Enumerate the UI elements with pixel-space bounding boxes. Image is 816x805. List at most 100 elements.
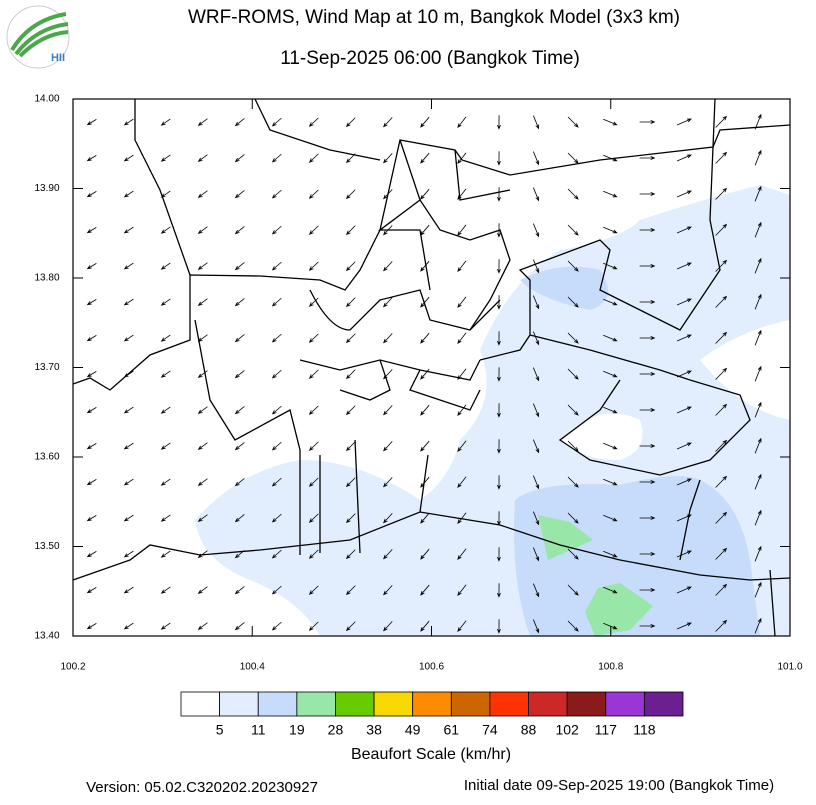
wind-arrow — [603, 154, 618, 162]
legend-label: 5 — [216, 722, 224, 738]
wind-arrow — [676, 226, 692, 234]
wind-arrow — [234, 514, 245, 523]
wind-arrow — [383, 297, 393, 308]
wind-arrow — [86, 227, 97, 234]
wind-arrow — [457, 620, 467, 633]
wind-arrow — [271, 261, 282, 271]
wind-arrow — [160, 370, 171, 378]
wind-arrow — [420, 224, 430, 236]
wind-arrow — [197, 550, 208, 558]
wind-arrow — [676, 622, 692, 630]
wind-arrow — [123, 298, 134, 306]
wind-arrow — [271, 441, 282, 451]
province-border — [134, 99, 191, 276]
x-tick-label: 100.2 — [60, 662, 85, 673]
wind-arrow — [420, 296, 430, 308]
legend-swatch — [643, 691, 684, 717]
wind-arrow — [86, 623, 97, 630]
map-title: WRF-ROMS, Wind Map at 10 m, Bangkok Mode… — [188, 7, 680, 28]
wind-arrow — [754, 617, 762, 634]
wind-arrow — [457, 116, 467, 129]
wind-arrow — [308, 261, 319, 271]
wind-arrow — [234, 334, 245, 343]
wind-arrow — [497, 547, 501, 562]
wind-arrow — [383, 261, 393, 272]
wind-arrow — [123, 622, 134, 630]
wind-arrow — [639, 588, 656, 592]
wind-arrow — [754, 185, 762, 202]
wind-arrow — [497, 151, 501, 166]
wind-arrow — [86, 443, 97, 450]
legend-label: 19 — [289, 722, 305, 738]
wind-arrow — [197, 514, 208, 522]
wind-arrow — [271, 621, 282, 631]
wind-arrow — [715, 403, 728, 416]
wind-arrow — [86, 407, 97, 414]
x-tick-label: 100.6 — [419, 662, 444, 673]
wind-arrow — [567, 188, 579, 200]
legend-label: 11 — [251, 722, 266, 738]
map-subtitle: 11-Sep-2025 06:00 (Bangkok Time) — [280, 48, 580, 69]
wind-arrow — [420, 188, 430, 200]
wind-arrow — [676, 118, 692, 126]
wind-arrow — [383, 585, 393, 596]
wind-arrow — [457, 440, 467, 453]
wind-arrow — [234, 154, 245, 163]
x-tick-label: 100.8 — [598, 662, 623, 673]
wind-arrow — [420, 620, 430, 632]
legend: 5 11 19 28 38 49 61 74 88 102 117 118 — [180, 691, 684, 738]
wind-arrow — [383, 549, 393, 560]
legend-label: 28 — [328, 722, 344, 738]
wind-arrow — [567, 152, 579, 164]
wind-arrow — [197, 262, 208, 270]
wind-arrow — [123, 226, 134, 234]
legend-swatch — [450, 691, 491, 717]
map-area — [72, 98, 791, 637]
version-text: Version: 05.02.C320202.20230927 — [86, 779, 318, 796]
wind-arrow — [639, 300, 656, 304]
wind-arrow — [420, 476, 430, 488]
wind-arrow — [271, 585, 282, 595]
wind-arrow — [271, 153, 282, 163]
wind-arrow — [497, 331, 501, 346]
wind-arrow — [715, 439, 728, 452]
wind-arrow — [308, 513, 319, 523]
wind-arrow — [715, 367, 728, 380]
legend-label: 74 — [482, 722, 498, 738]
wind-arrow — [567, 296, 579, 308]
wind-arrow — [197, 298, 208, 306]
wind-arrow — [383, 189, 393, 200]
wind-arrow — [533, 547, 540, 562]
wind-arrow — [715, 115, 728, 128]
wind-arrow — [420, 512, 430, 524]
wind-arrow — [603, 262, 618, 270]
wind-arrow — [345, 621, 356, 632]
wind-arrow — [160, 226, 171, 234]
wind-arrow — [533, 403, 540, 418]
legend-label: 102 — [555, 722, 579, 738]
wind-arrow — [420, 440, 430, 452]
wind-arrow — [86, 155, 97, 162]
wind-arrow — [715, 475, 728, 488]
wind-arrow — [345, 477, 356, 488]
legend-swatch — [528, 691, 568, 717]
wind-arrow — [567, 548, 579, 560]
wind-arrow — [234, 622, 245, 631]
y-tick-label: 13.50 — [34, 541, 59, 552]
y-tick-label: 13.90 — [34, 183, 59, 194]
wind-arrow — [497, 475, 501, 490]
wind-arrow — [754, 401, 762, 418]
wind-zone-green — [538, 515, 593, 560]
wind-arrow — [567, 584, 579, 596]
wind-arrow — [457, 548, 467, 561]
wind-arrow — [86, 191, 97, 198]
wind-arrow — [345, 369, 356, 380]
wind-arrow — [271, 225, 282, 235]
wind-arrow — [420, 368, 430, 380]
wind-arrow — [271, 297, 282, 307]
wind-arrow — [160, 622, 171, 630]
wind-arrow — [197, 118, 208, 126]
wind-arrow — [676, 550, 692, 558]
wind-arrow — [639, 480, 656, 484]
wind-arrow — [715, 295, 728, 308]
